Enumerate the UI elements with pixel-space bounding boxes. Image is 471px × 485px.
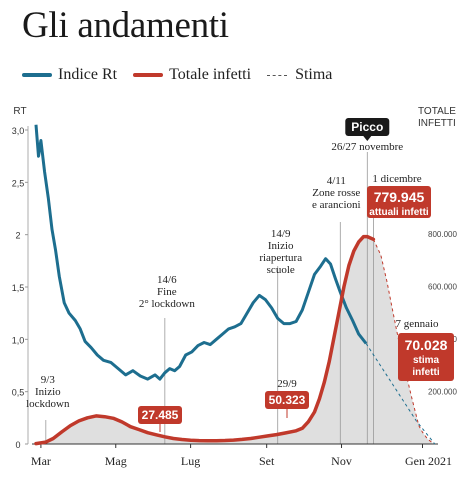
picco-badge-label: Picco — [351, 120, 383, 134]
value-settembre-box — [265, 391, 309, 409]
annotation-lockdown: Inizio — [35, 386, 61, 398]
value-dicembre-sub: attuali infetti — [369, 207, 429, 218]
annotation-zone: 4/11 — [327, 175, 346, 187]
x-tick-label: Gen 2021 — [405, 454, 452, 468]
legend: Indice Rt Totale infetti Stima — [22, 66, 348, 84]
annotation-scuole: riapertura — [259, 252, 302, 264]
picco-badge — [345, 118, 390, 136]
value-dicembre-box — [367, 186, 431, 218]
legend-item-infetti: Totale infetti — [133, 66, 251, 84]
annotation-gennaio-date: 7 gennaio — [395, 318, 439, 330]
value-gennaio-value: 70.028 — [405, 337, 448, 353]
x-tick-label: Lug — [181, 454, 200, 468]
infetti-tick-label: 800.000 — [428, 230, 457, 239]
rt-tick-label: 0 — [15, 440, 20, 450]
infetti-tick-label: 600.000 — [428, 283, 457, 292]
rt-tick-label: 1,0 — [12, 335, 25, 345]
rt-tick-label: 3,0 — [12, 126, 25, 136]
rt-tick-label: 2,5 — [12, 178, 25, 188]
chart-title: Gli andamenti — [22, 5, 229, 46]
annotation-dicembre-date: 1 dicembre — [372, 173, 421, 185]
legend-item-stima: Stima — [267, 66, 332, 84]
annotation-zone: Zone rosse — [312, 187, 360, 199]
infetti-axis-label: TOTALE — [418, 106, 456, 117]
annotation-fine-lockdown: 14/6 — [157, 274, 177, 286]
x-tick-label: Mar — [31, 454, 51, 468]
annotation-zone: e arancioni — [312, 199, 361, 211]
value-gennaio-sub: infetti — [412, 367, 439, 378]
legend-label-infetti: Totale infetti — [169, 66, 252, 83]
annotation-scuole: Inizio — [268, 240, 294, 252]
annotation-fine-lockdown: 2° lockdown — [139, 298, 196, 310]
x-tick-label: Set — [259, 454, 275, 468]
legend-label-rt: Indice Rt — [58, 66, 118, 83]
x-tick-label: Nov — [331, 454, 352, 468]
legend-label-stima: Stima — [295, 66, 333, 83]
annotation-picco-date: 26/27 novembre — [331, 141, 403, 153]
legend-swatch-rt — [22, 73, 52, 77]
infetti-tick-label: 200.000 — [428, 388, 457, 397]
rt-tick-label: 1,5 — [12, 283, 25, 293]
annotation-fine-lockdown: Fine — [157, 286, 177, 298]
value-giugno-value: 27.485 — [142, 408, 179, 422]
annotation-lockdown: lockdown — [26, 398, 70, 410]
rt-axis-label: RT — [13, 106, 26, 117]
annotation-scuole: 14/9 — [271, 228, 291, 240]
infetti-area — [36, 236, 433, 444]
value-gennaio-sub: stima — [413, 355, 440, 366]
picco-badge-pointer — [363, 136, 372, 141]
legend-swatch-stima — [267, 74, 288, 76]
value-dicembre-value: 779.945 — [374, 189, 425, 205]
value-settembre-value: 50.323 — [269, 393, 306, 407]
annotation-settembre-date: 29/9 — [277, 378, 297, 390]
infetti-line — [34, 234, 376, 446]
annotation-lockdown: 9/3 — [41, 374, 56, 386]
legend-swatch-infetti — [133, 73, 164, 77]
annotation-scuole: scuole — [267, 264, 295, 276]
value-giugno-box — [138, 406, 182, 424]
x-tick-label: Mag — [105, 454, 127, 468]
value-gennaio-box — [398, 333, 454, 381]
infetti-axis-label: INFETTI — [418, 118, 456, 129]
rt-estimate-line — [365, 343, 436, 445]
rt-tick-label: 0,5 — [12, 388, 25, 398]
rt-tick-label: 2 — [15, 231, 20, 241]
legend-item-rt: Indice Rt — [22, 66, 117, 84]
rt-line — [34, 124, 368, 381]
